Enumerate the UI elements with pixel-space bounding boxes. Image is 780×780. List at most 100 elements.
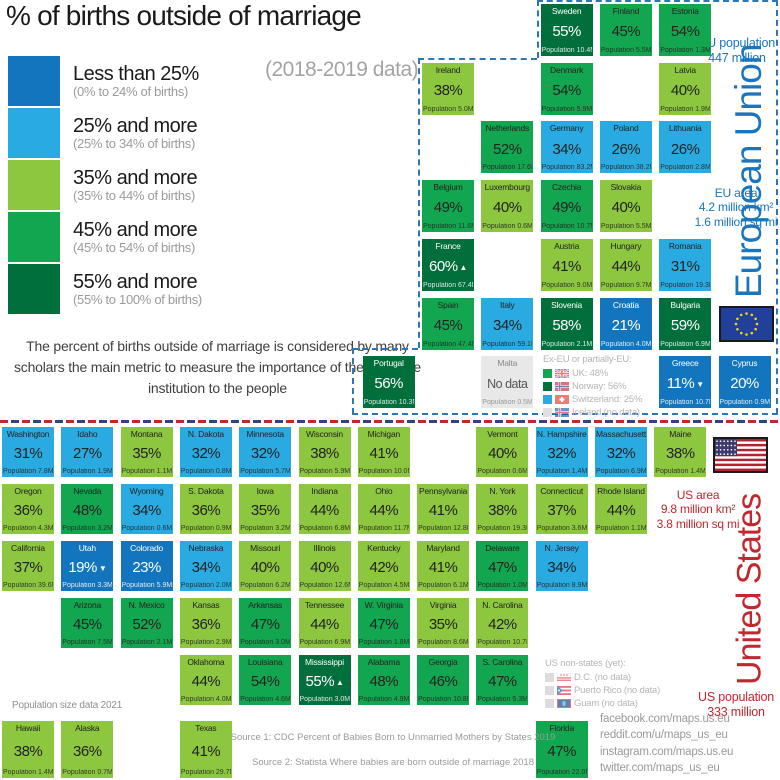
tile-value: 54% [552, 81, 581, 99]
tile-name: Ireland [435, 65, 461, 75]
tile-name: Cyprus [731, 359, 758, 369]
tile-georgia: Georgia 46% Population 10.8M [417, 655, 470, 705]
legend-label: Less than 25% [73, 62, 199, 85]
tile-population: Population 9.0M [541, 281, 592, 289]
tile-population: Population 6.8M [299, 525, 350, 532]
tile-name: N. Hampshire [536, 430, 587, 439]
tile-estonia: Estonia 54% Population 1.3M [659, 4, 712, 56]
tile-value: 32% [191, 445, 221, 463]
tile-name: Denmark [550, 65, 584, 75]
instagram-link: instagram.com/maps.us.eu [600, 745, 734, 758]
tile-value: 34% [547, 559, 576, 577]
tile-value: 49% [552, 199, 581, 217]
tile-population: Population 11.6M [423, 223, 473, 231]
tile-value: 31% [670, 257, 700, 275]
social-links: facebook.com/maps.us.eu reddit.com/u/map… [600, 711, 733, 776]
twitter-link: twitter.com/maps_us_eu [600, 761, 720, 774]
tile-arizona: Arizona 45% Population 7.5M [61, 598, 114, 648]
tile-population: Population 47.4M [423, 340, 473, 348]
tile-population: Population 19.3M [477, 525, 528, 532]
tile-name: Sweden [551, 7, 582, 16]
tile-population: Population 1.0M [477, 582, 528, 589]
tile-name: Italy [500, 300, 515, 310]
tile-name: N. Jersey [544, 544, 579, 553]
tile-name: Colorado [130, 544, 164, 553]
non-states-legend: US non-states (yet): D.C. (no data) Puert… [545, 658, 660, 710]
tile-population: Population 0.5M [482, 399, 533, 407]
tile-nebraska: Nebraska 34% Population 2.0M [179, 541, 232, 591]
eu-population-line2: 447 million [708, 51, 766, 65]
tile-name: Pennsylvania [419, 487, 468, 496]
ex-eu-legend: Ex-EU or partially-EU: UK: 48% Norway: 56… [543, 354, 642, 419]
tile-name: Maine [669, 430, 692, 439]
tile-name: Wyoming [129, 487, 164, 496]
tile-value: 47% [488, 673, 517, 691]
tile-population: Population 4.5M [358, 582, 409, 589]
tile-name: Poland [613, 124, 639, 134]
tile-value: 19% ▼ [68, 559, 107, 577]
tile-name: Slovenia [551, 300, 583, 310]
tile-germany: Germany 34% Population 83.2M [540, 121, 593, 174]
non-states-items: D.C. (no data) Puerto Rico (no data) Guam … [545, 671, 660, 710]
tile-name: Oregon [14, 487, 42, 496]
tile-tennessee: Tennessee 44% Population 6.9M [298, 598, 351, 648]
color-swatch [543, 395, 552, 404]
us-dashed-border [0, 420, 780, 423]
tile-value: 45% [73, 616, 102, 634]
tile-value: 55% [552, 23, 581, 41]
tile-population: Population 39.6M [3, 582, 53, 589]
tile-name: Missouri [250, 544, 281, 553]
tile-population: Population 6.9M [660, 340, 711, 348]
us-population-note: US population 333 million [691, 690, 780, 720]
tile-virginia: Virginia 35% Population 8.6M [417, 598, 470, 648]
tile-value: 45% [433, 316, 463, 334]
tile-name: Estonia [671, 7, 699, 16]
tile-utah: Utah 19% ▼ Population 3.3M [61, 541, 114, 591]
tile-population: Population 3.0M [240, 639, 291, 646]
tile-name: Alaska [75, 724, 100, 733]
tile-finland: Finland 45% Population 5.5M [599, 4, 652, 56]
tile-name: Oklahoma [187, 658, 225, 667]
tile-value: 42% [369, 559, 399, 577]
tile-population: Population 5.9M [299, 468, 350, 475]
eu-region-label: European Union [728, 44, 769, 298]
tile-rhode-island: Rhode Island 44% Population 1.1M [595, 484, 647, 534]
tile-population: Population 1.1M [121, 468, 172, 475]
tile-connecticut: Connecticut 37% Population 3.6M [535, 484, 588, 534]
tile-france: France 60% ▲ Population 67.4M [422, 238, 474, 291]
tile-population: Population 1.9M [660, 105, 711, 113]
tile-population: Population 19.3M [660, 281, 711, 289]
tile-name: Hawaii [15, 724, 41, 733]
legend-item-less-than-25: Less than 25% (0% to 24% of births) [8, 56, 202, 106]
non-states-item-d-c-no-data: D.C. (no data) [545, 671, 660, 684]
legend-swatch [8, 108, 60, 158]
tile-name: Belgium [433, 183, 463, 193]
tile-n-dakota: N. Dakota 32% Population 0.8M [179, 427, 232, 477]
tile-name: Connecticut [540, 487, 584, 496]
tile-value: 47% [488, 559, 517, 577]
tile-name: N. Dakota [187, 430, 224, 439]
eu-area-line2: 4.2 million km² [698, 200, 774, 215]
tile-poland: Poland 26% Population 38.2M [599, 121, 652, 174]
tile-population: Population 0.6M [121, 525, 172, 532]
page-title: % of births outside of marriage [6, 0, 362, 31]
legend-label: 35% and more [73, 166, 198, 189]
tile-california: California 37% Population 39.6M [2, 541, 54, 591]
tile-name: Nebraska [188, 544, 224, 553]
tile-nevada: Nevada 48% Population 3.2M [61, 484, 114, 534]
description-text: The percent of births outside of marriag… [14, 338, 421, 396]
eu-flag-icon [719, 306, 774, 342]
tile-indiana: Indiana 44% Population 6.8M [298, 484, 351, 534]
tile-name: Nevada [73, 487, 102, 496]
tile-alaska: Alaska 36% Population 0.7M [61, 721, 114, 778]
tile-name: Ohio [375, 487, 393, 496]
tile-name: Maryland [426, 544, 460, 553]
legend-swatch [8, 212, 60, 262]
tile-name: Iowa [256, 487, 274, 496]
eu-dashed-border [537, 0, 778, 2]
legend-label: 45% and more [73, 218, 198, 241]
legend-range: (0% to 24% of births) [73, 83, 189, 99]
tile-population: Population 83.2M [541, 164, 592, 172]
tile-name: Slovakia [610, 183, 642, 193]
tile-population: Population 3.6M [536, 525, 587, 532]
